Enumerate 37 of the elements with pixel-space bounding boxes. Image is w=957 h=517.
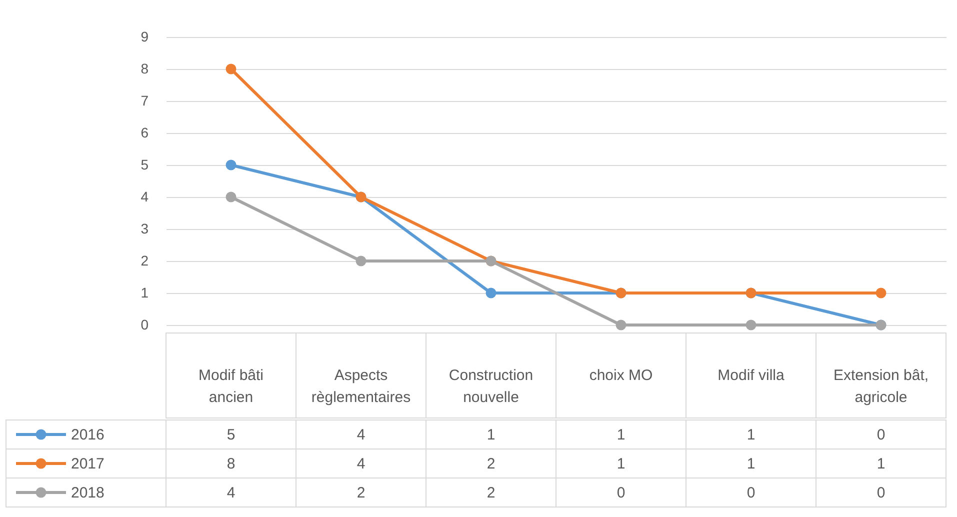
- x-tick-label: Extension bât, agricole: [833, 367, 929, 406]
- y-tick-label: 0: [140, 316, 149, 332]
- legend-label: 2016: [71, 426, 104, 444]
- data-label: 1: [746, 456, 756, 472]
- data-label: 1: [746, 426, 756, 444]
- x-tick-label: choix MO: [589, 367, 653, 384]
- data-label: 1: [486, 426, 496, 444]
- x-tick-label: Aspects règlementaires: [311, 367, 411, 406]
- data-label: 2: [486, 456, 496, 472]
- data-label: 1: [616, 456, 626, 472]
- legend-label: 2018: [71, 484, 104, 502]
- x-tick-label: Construction nouvelle: [448, 367, 534, 406]
- data-label: 8: [226, 456, 236, 472]
- y-tick-label: 1: [140, 284, 149, 300]
- data-label: 1: [616, 426, 626, 444]
- y-tick-label: 3: [140, 220, 149, 236]
- y-tick-label: 9: [140, 28, 149, 44]
- y-tick-label: 7: [140, 92, 149, 108]
- data-label: 1: [876, 456, 886, 472]
- y-tick-label: 8: [140, 60, 149, 76]
- x-tick-label: Modif bâti ancien: [198, 367, 264, 406]
- data-label: 0: [876, 426, 886, 444]
- y-tick-label: 5: [140, 156, 149, 172]
- legend-label: 2017: [71, 456, 104, 472]
- data-label: 4: [226, 484, 236, 502]
- data-label: 2: [486, 484, 496, 502]
- data-label: 4: [356, 426, 366, 444]
- data-label: 2: [356, 484, 366, 502]
- y-tick-label: 6: [140, 124, 149, 140]
- data-label: 5: [226, 426, 236, 444]
- y-tick-label: 4: [140, 188, 149, 204]
- data-label: 0: [876, 484, 886, 502]
- data-label: 4: [356, 456, 366, 472]
- x-tick-label: Modif villa: [718, 367, 785, 384]
- y-tick-label: 2: [140, 252, 149, 268]
- data-label: 0: [746, 484, 756, 502]
- data-label: 0: [616, 484, 626, 502]
